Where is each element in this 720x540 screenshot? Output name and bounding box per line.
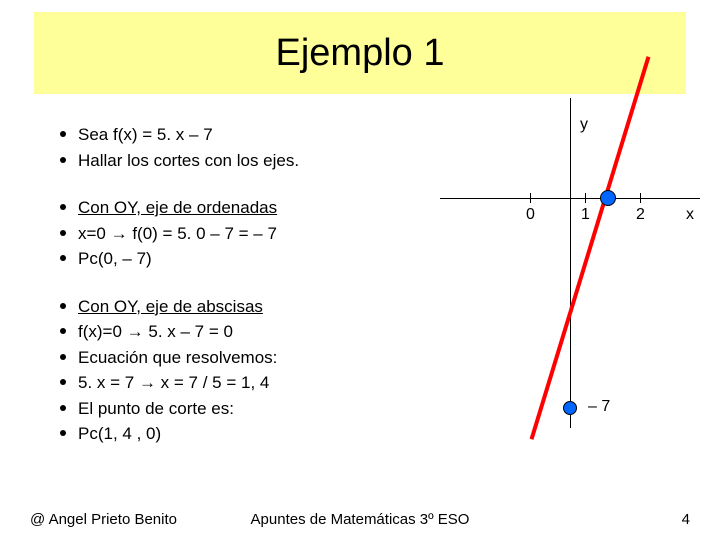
bullet-item: Con OY, eje de ordenadas [60, 195, 420, 221]
x-tick [530, 193, 531, 203]
title-band: Ejemplo 1 [34, 12, 686, 94]
bullet-dot-icon [60, 354, 66, 360]
bullet-dot-icon [60, 430, 66, 436]
bullet-text: El punto de corte es: [78, 396, 234, 422]
bullet-item: f(x)=0 → 5. x – 7 = 0 [60, 319, 420, 345]
x-tick [640, 193, 641, 203]
chart-point [563, 401, 577, 415]
bullet-dot-icon [60, 157, 66, 163]
bullet-text: Sea f(x) = 5. x – 7 [78, 122, 213, 148]
coordinate-chart: y 0 1 2 x – 7 [440, 98, 700, 458]
bullet-item: Pc(0, – 7) [60, 246, 420, 272]
bullet-group-2: Con OY, eje de ordenadas x=0 → f(0) = 5.… [60, 195, 420, 272]
bullet-item: Ecuación que resolvemos: [60, 345, 420, 371]
footer-author: @ Angel Prieto Benito [30, 511, 177, 528]
bullet-group-1: Sea f(x) = 5. x – 7 Hallar los cortes co… [60, 122, 420, 173]
bullet-item: Con OY, eje de abscisas [60, 294, 420, 320]
x-tick-label: 1 [581, 206, 590, 224]
x-tick [585, 193, 586, 203]
bullet-item: Hallar los cortes con los ejes. [60, 148, 420, 174]
y-axis [570, 98, 571, 428]
chart-point [600, 190, 616, 206]
bullet-item: x=0 → f(0) = 5. 0 – 7 = – 7 [60, 221, 420, 247]
bullet-text: Pc(1, 4 , 0) [78, 421, 161, 447]
bullet-dot-icon [60, 303, 66, 309]
bullet-dot-icon [60, 131, 66, 137]
bullet-dot-icon [60, 328, 66, 334]
x-tick-label: 2 [636, 206, 645, 224]
x-tick-label: 0 [526, 206, 535, 224]
point-label: – 7 [588, 398, 610, 416]
bullet-text: x=0 → f(0) = 5. 0 – 7 = – 7 [78, 221, 277, 247]
bullet-heading: Con OY, eje de abscisas [78, 294, 263, 320]
slide-title: Ejemplo 1 [276, 32, 445, 75]
bullet-text: Pc(0, – 7) [78, 246, 152, 272]
y-axis-label: y [580, 116, 588, 134]
bullet-dot-icon [60, 379, 66, 385]
bullet-item: El punto de corte es: [60, 396, 420, 422]
bullet-item: Pc(1, 4 , 0) [60, 421, 420, 447]
footer-page-number: 4 [682, 511, 690, 528]
bullet-dot-icon [60, 405, 66, 411]
bullet-text: 5. x = 7 → x = 7 / 5 = 1, 4 [78, 370, 269, 396]
bullet-heading: Con OY, eje de ordenadas [78, 195, 277, 221]
bullet-item: 5. x = 7 → x = 7 / 5 = 1, 4 [60, 370, 420, 396]
bullet-text: Ecuación que resolvemos: [78, 345, 277, 371]
function-line [530, 56, 651, 440]
bullet-text: Hallar los cortes con los ejes. [78, 148, 299, 174]
slide-footer: @ Angel Prieto Benito Apuntes de Matemát… [30, 511, 690, 528]
bullet-item: Sea f(x) = 5. x – 7 [60, 122, 420, 148]
content-area: Sea f(x) = 5. x – 7 Hallar los cortes co… [60, 122, 420, 469]
bullet-dot-icon [60, 230, 66, 236]
x-axis-label: x [686, 206, 694, 224]
bullet-text: f(x)=0 → 5. x – 7 = 0 [78, 319, 233, 345]
bullet-dot-icon [60, 204, 66, 210]
bullet-group-3: Con OY, eje de abscisas f(x)=0 → 5. x – … [60, 294, 420, 447]
bullet-dot-icon [60, 255, 66, 261]
